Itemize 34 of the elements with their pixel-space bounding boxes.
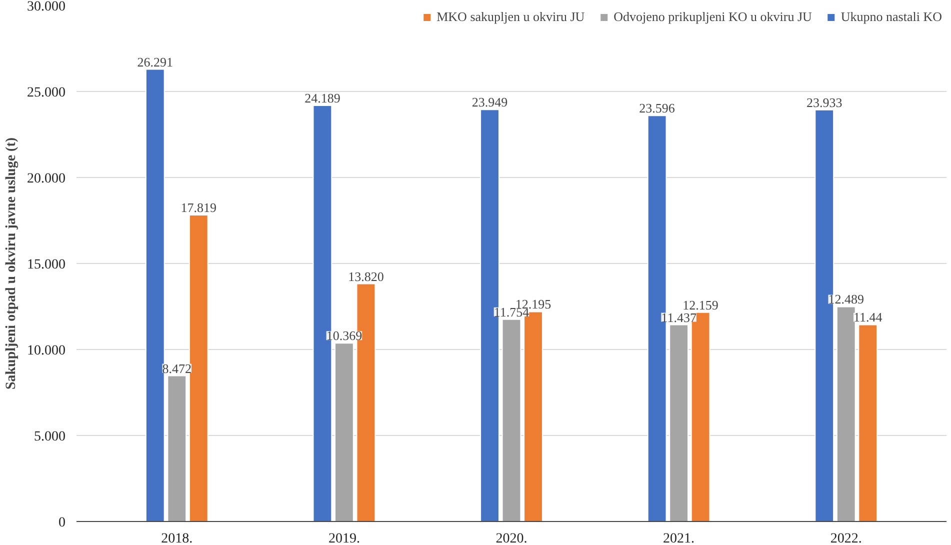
y-tick-label: 5.000	[34, 430, 66, 444]
bar	[858, 324, 878, 522]
bar	[167, 375, 187, 522]
x-tick-label: 2021.	[663, 532, 695, 545]
data-label: 23.933	[806, 94, 842, 110]
y-tick-label: 25.000	[27, 86, 66, 100]
data-label: 17.819	[180, 200, 217, 216]
data-label: 11.44	[853, 310, 883, 325]
data-label: 23.596	[639, 100, 676, 116]
data-label: 24.189	[304, 90, 340, 106]
y-tick-label: 15.000	[27, 258, 66, 272]
bar	[669, 324, 689, 522]
x-tick-label: 2022.	[830, 532, 862, 545]
legend-label: Ukupno nastali KO	[840, 9, 942, 25]
y-axis-title: Sakupljeni otpad u okviru javne usluge (t)	[4, 137, 19, 390]
data-label: 26.291	[137, 54, 174, 70]
y-tick-label: 10.000	[27, 344, 66, 358]
x-tick-label: 2018.	[161, 532, 193, 545]
data-label: 11.437	[661, 310, 697, 325]
data-label: 12.159	[682, 297, 718, 312]
x-tick-label: 2019.	[328, 532, 360, 545]
data-label: 12.489	[828, 292, 864, 307]
data-label: 10.369	[326, 328, 362, 344]
y-tick-label: 0	[58, 516, 66, 530]
bar	[334, 342, 354, 522]
legend-label: Odvojeno prikupljeni KO u okviru JU	[614, 9, 812, 25]
data-label: 8.472	[162, 360, 192, 376]
y-tick-label: 30.000	[27, 0, 66, 14]
data-label: 13.820	[348, 268, 384, 284]
y-tick-label: 20.000	[27, 172, 66, 186]
x-tick-label: 2020.	[496, 532, 528, 545]
legend-label: MKO sakupljen u okviru JU	[436, 9, 585, 25]
data-label: 23.949	[472, 94, 508, 110]
bar	[502, 318, 522, 522]
